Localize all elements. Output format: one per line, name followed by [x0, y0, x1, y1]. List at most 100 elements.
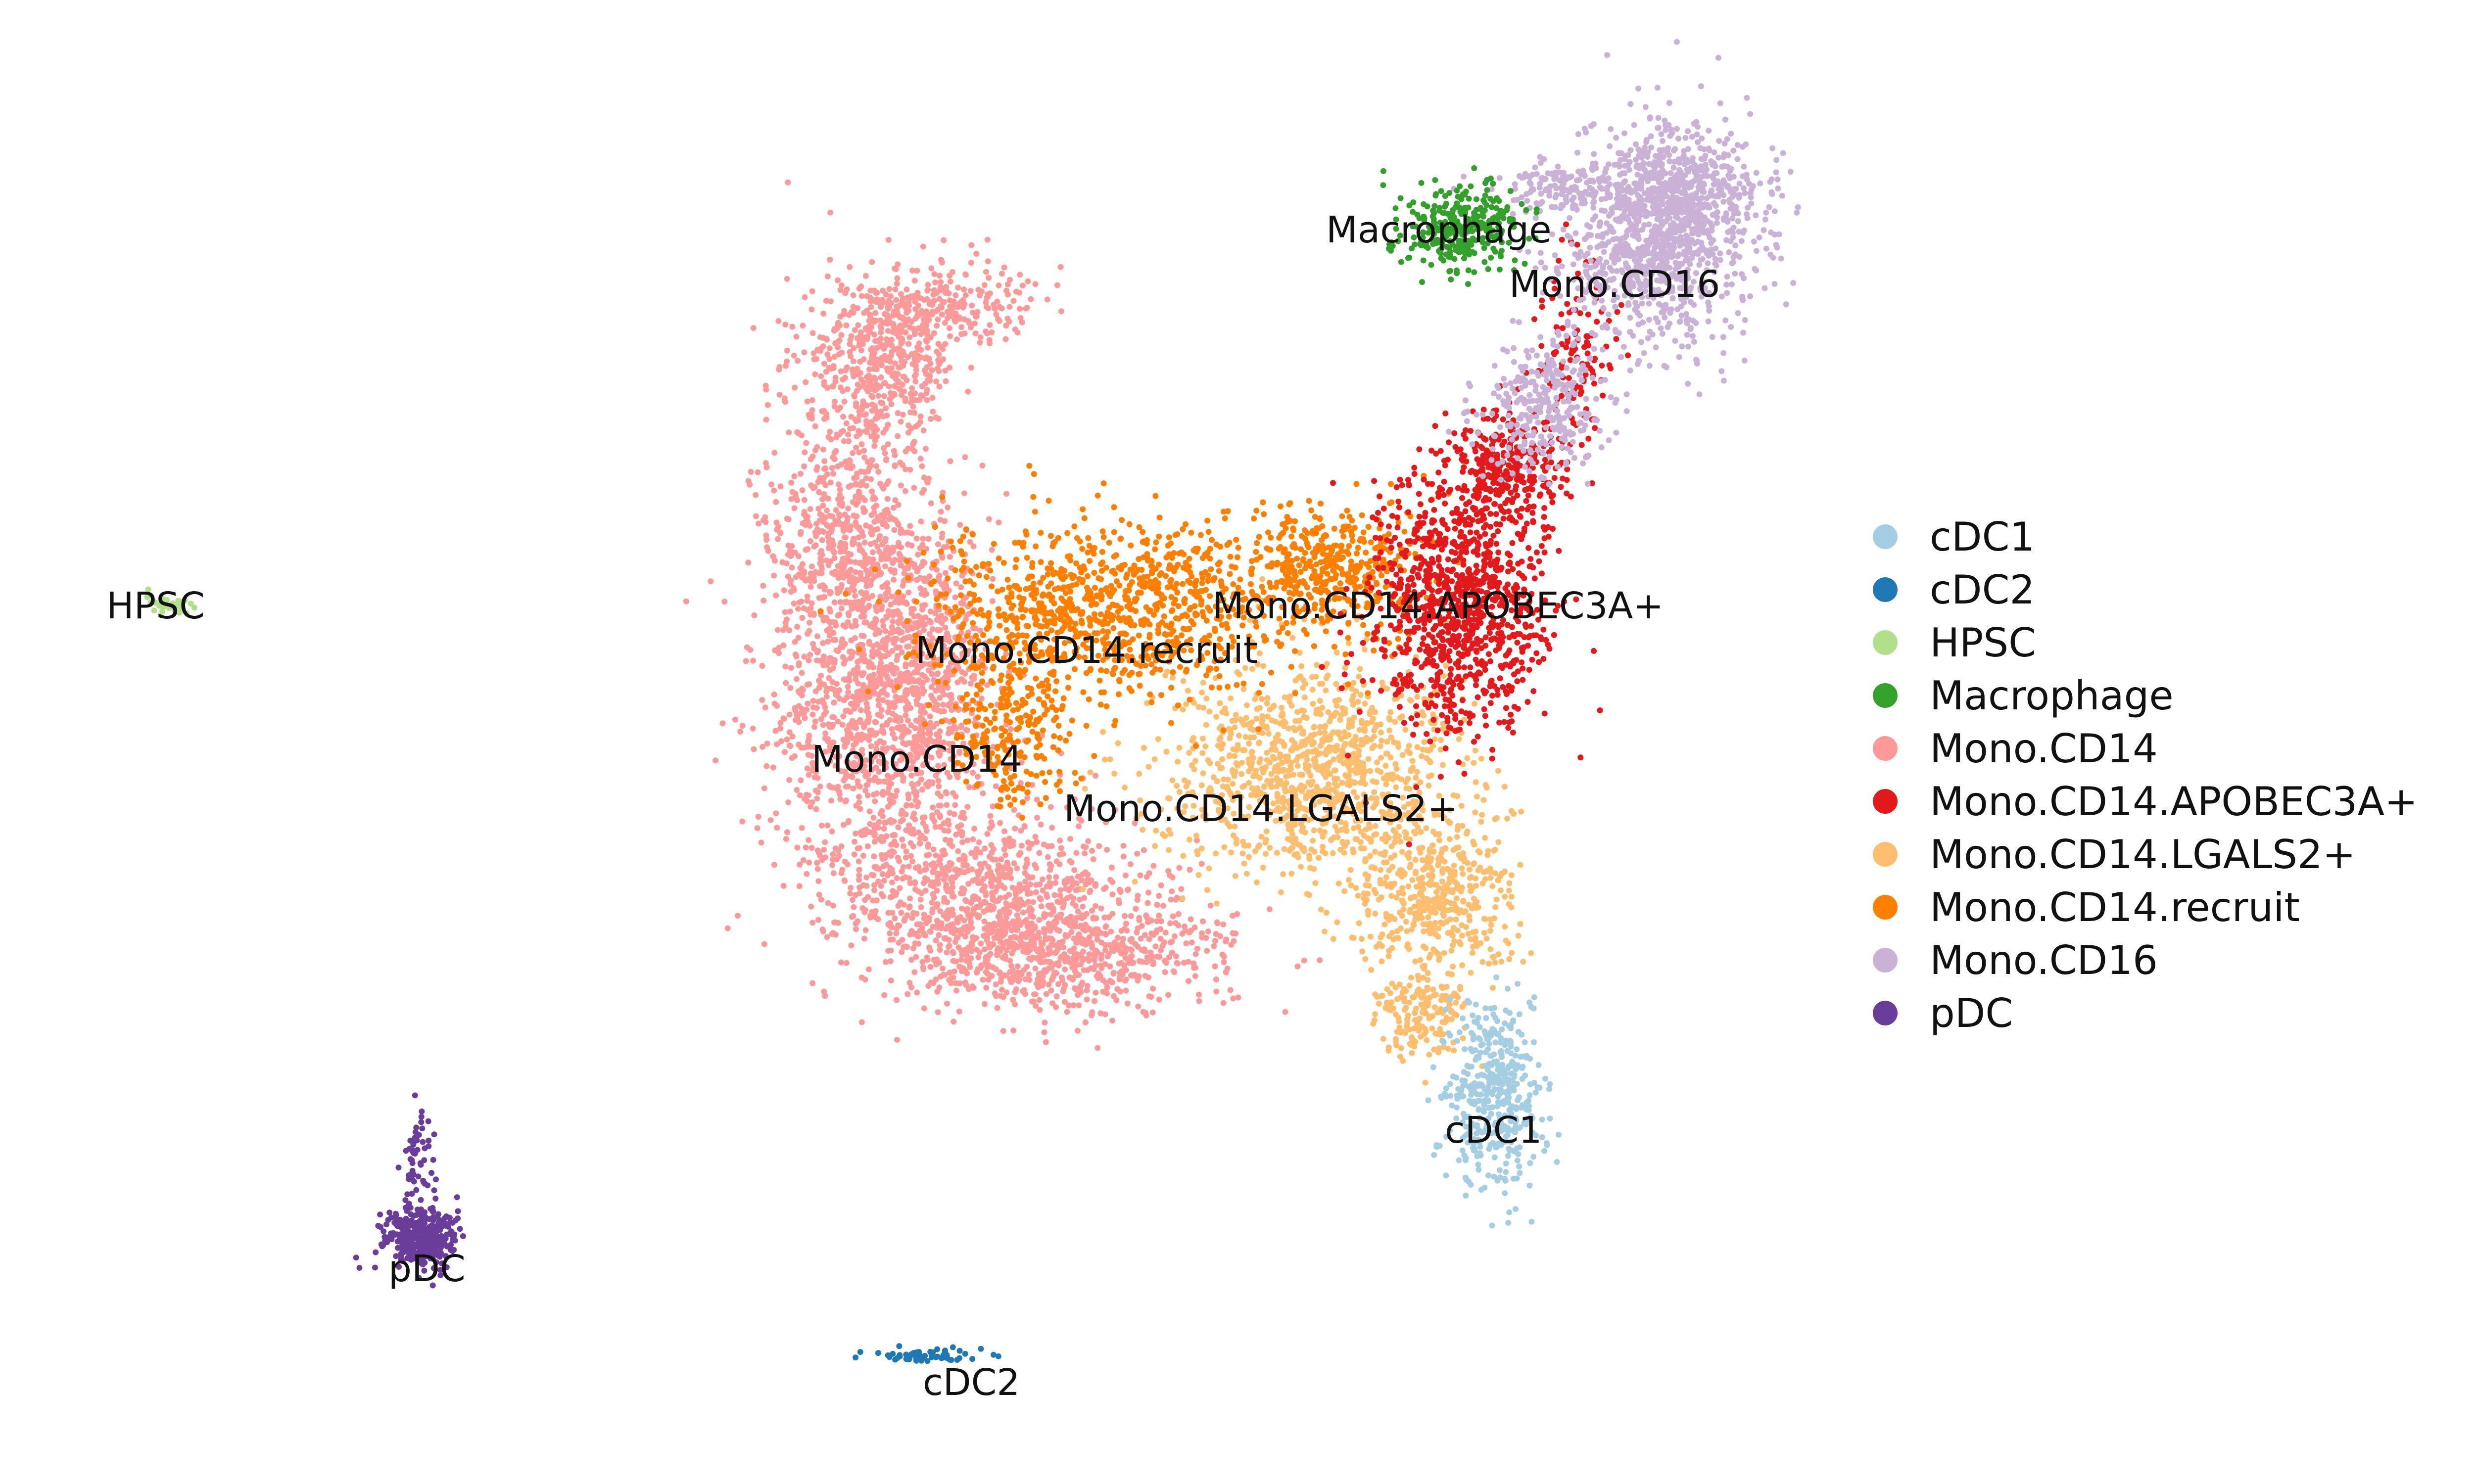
point [977, 965, 984, 971]
point [871, 887, 877, 893]
point [943, 926, 949, 932]
point [898, 482, 904, 489]
point [936, 296, 943, 302]
point [962, 968, 969, 974]
point [827, 428, 833, 435]
point [1198, 861, 1205, 867]
point [899, 949, 905, 955]
point [1001, 828, 1007, 835]
point [871, 574, 877, 580]
point [820, 582, 826, 588]
point [803, 513, 809, 519]
point [794, 624, 800, 630]
point [1012, 825, 1018, 832]
point [962, 947, 968, 953]
point [1084, 911, 1090, 917]
point [848, 414, 855, 420]
point [945, 310, 952, 316]
point [989, 598, 996, 604]
point [1013, 934, 1019, 941]
point [938, 279, 944, 285]
point [817, 560, 823, 566]
point [840, 414, 846, 420]
point [921, 578, 928, 584]
point [836, 791, 843, 797]
point [911, 485, 917, 491]
point [845, 526, 851, 532]
point [1007, 976, 1014, 982]
point [792, 384, 798, 391]
point [1123, 976, 1129, 983]
point [807, 619, 812, 626]
point [1056, 928, 1063, 934]
point [936, 802, 942, 809]
point [1058, 308, 1064, 315]
point [1024, 305, 1030, 311]
point [1036, 929, 1042, 936]
point [898, 526, 904, 533]
point [1178, 886, 1185, 892]
point [909, 915, 915, 921]
point [877, 663, 884, 669]
point [1123, 921, 1129, 927]
point [897, 674, 903, 680]
point [1157, 935, 1164, 942]
point [807, 522, 813, 529]
point [1301, 957, 1307, 964]
point [1278, 889, 1284, 895]
point [911, 439, 917, 445]
point [895, 520, 901, 527]
point [929, 367, 935, 373]
point [799, 670, 805, 676]
point [887, 930, 893, 936]
point [791, 473, 798, 479]
point [1102, 884, 1109, 891]
point [852, 593, 858, 599]
point [1359, 948, 1366, 955]
point [880, 893, 886, 899]
point [919, 815, 926, 821]
point [892, 497, 899, 503]
point [922, 446, 929, 452]
point [1015, 978, 1022, 984]
point [1056, 939, 1062, 946]
point [911, 278, 918, 284]
point [1280, 871, 1286, 878]
point [898, 910, 904, 916]
point [1233, 930, 1239, 937]
point [845, 684, 851, 690]
point [925, 475, 932, 482]
point [1188, 916, 1194, 923]
point [1080, 948, 1087, 955]
point [905, 701, 911, 707]
point [949, 906, 955, 913]
point [719, 720, 726, 727]
point [1001, 906, 1007, 913]
point [901, 901, 907, 908]
point [1036, 956, 1042, 963]
point [850, 694, 856, 700]
point [809, 306, 815, 313]
point [891, 308, 898, 315]
point [913, 535, 920, 542]
point [853, 926, 859, 932]
point [941, 237, 947, 243]
point [889, 629, 896, 636]
point [856, 488, 862, 495]
point [924, 318, 930, 324]
point [1048, 950, 1054, 956]
point [1098, 905, 1104, 912]
point [874, 382, 881, 389]
point [793, 493, 799, 500]
point [799, 615, 806, 621]
point [1301, 708, 1307, 714]
point [1176, 865, 1183, 871]
point [1168, 896, 1174, 903]
point [976, 913, 982, 919]
point [850, 358, 856, 365]
point [1038, 903, 1045, 910]
point [1235, 994, 1241, 1001]
point [938, 853, 944, 860]
point [1213, 976, 1219, 982]
point [1330, 729, 1336, 736]
